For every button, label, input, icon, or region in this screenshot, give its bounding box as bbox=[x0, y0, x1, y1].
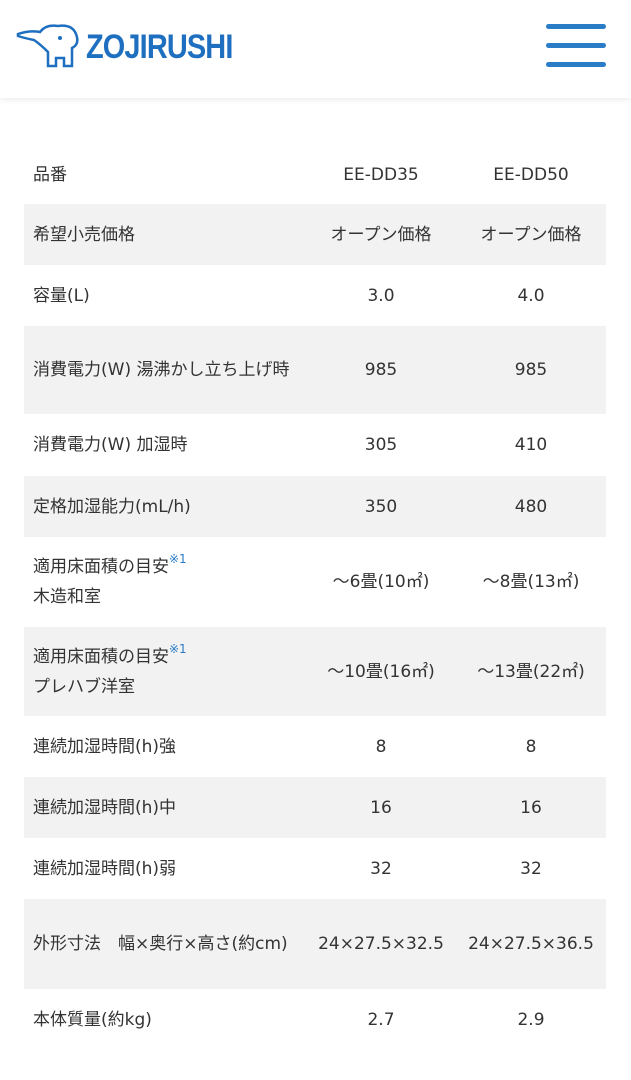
spec-label-cell: 消費電力(W) 加湿時 bbox=[24, 414, 306, 476]
footnote-link[interactable]: ※1 bbox=[169, 552, 187, 566]
footnote-link[interactable]: ※1 bbox=[169, 641, 187, 656]
spec-label-cell: 定格加湿能力(mL/h) bbox=[24, 476, 306, 537]
value-ee-dd35: 〜10畳(16㎡) bbox=[306, 627, 456, 716]
spec-label: 本体質量(約kg) bbox=[33, 1009, 152, 1030]
value-ee-dd50: 〜8畳(13㎡) bbox=[482, 572, 580, 592]
spec-label-cell: 消費電力(W) 湯沸かし立ち上げ時 bbox=[24, 326, 306, 414]
spec-row: 連続加湿時間(h)強 8 8 bbox=[24, 716, 606, 777]
value-ee-dd35: オープン価格 bbox=[306, 204, 456, 265]
spec-table: 品番 EE-DD35 EE-DD50 希望小売価格 オープン価格 オープン価格 容量… bbox=[24, 145, 606, 1050]
value-ee-dd50: 4.0 bbox=[517, 285, 545, 306]
spec-label: 適用床面積の目安 bbox=[33, 646, 169, 667]
spec-row: 希望小売価格 オープン価格 オープン価格 bbox=[24, 204, 606, 265]
value-ee-dd35: 16 bbox=[306, 777, 456, 838]
value-ee-dd50: 985 bbox=[456, 326, 606, 414]
value-ee-dd35: 305 bbox=[364, 435, 398, 455]
value-ee-dd50: 24×27.5×36.5 bbox=[456, 899, 606, 989]
spec-row: 本体質量(約kg) 2.7 2.9 bbox=[24, 989, 606, 1050]
spec-label: 希望小売価格 bbox=[33, 224, 135, 245]
elephant-icon bbox=[16, 24, 79, 68]
spec-label-cell: 本体質量(約kg) bbox=[24, 989, 306, 1050]
spec-row: 連続加湿時間(h)弱 32 32 bbox=[24, 838, 606, 899]
spec-row: 消費電力(W) 湯沸かし立ち上げ時 985 985 bbox=[24, 326, 606, 414]
value-ee-dd35: 350 bbox=[306, 476, 456, 537]
spec-label: 消費電力(W) 加湿時 bbox=[33, 435, 188, 455]
spec-row: 外形寸法 幅×奥行×高さ(約cm) 24×27.5×32.5 24×27.5×3… bbox=[24, 899, 606, 989]
spec-label: 適用床面積の目安 bbox=[33, 557, 169, 577]
value-ee-dd50: 8 bbox=[525, 736, 537, 757]
spec-row: 消費電力(W) 加湿時 305 410 bbox=[24, 414, 606, 476]
spec-label-cell: 連続加湿時間(h)中 bbox=[24, 777, 306, 838]
site-header: ZOJIRUSHI bbox=[0, 0, 631, 98]
spec-row: 連続加湿時間(h)中 16 16 bbox=[24, 777, 606, 838]
spec-sublabel: プレハブ洋室 bbox=[33, 676, 135, 697]
spec-label: 容量(L) bbox=[33, 285, 90, 306]
value-ee-dd35: 2.7 bbox=[367, 1009, 395, 1030]
spec-row: 容量(L) 3.0 4.0 bbox=[24, 265, 606, 326]
spec-row: 適用床面積の目安※1 プレハブ洋室 〜10畳(16㎡) 〜13畳(22㎡) bbox=[24, 627, 606, 716]
spec-label: 連続加湿時間(h)中 bbox=[33, 797, 177, 818]
spec-row: 適用床面積の目安※1 木造和室 〜6畳(10㎡) 〜8畳(13㎡) bbox=[24, 537, 606, 627]
value-ee-dd50: 2.9 bbox=[517, 1009, 545, 1030]
spec-label-cell: 容量(L) bbox=[24, 265, 306, 326]
spec-label: 外形寸法 幅×奥行×高さ(約cm) bbox=[33, 934, 288, 954]
spec-label-cell: 連続加湿時間(h)弱 bbox=[24, 838, 306, 899]
spec-label: 品番 bbox=[33, 164, 67, 185]
spec-label-cell: 外形寸法 幅×奥行×高さ(約cm) bbox=[24, 899, 306, 989]
value-ee-dd50: オープン価格 bbox=[456, 204, 606, 265]
value-ee-dd50: 410 bbox=[514, 435, 548, 455]
value-ee-dd50: 〜13畳(22㎡) bbox=[456, 627, 606, 716]
spec-label: 連続加湿時間(h)強 bbox=[33, 736, 177, 757]
spec-label-cell: 連続加湿時間(h)強 bbox=[24, 716, 306, 777]
spec-label-cell: 適用床面積の目安※1 プレハブ洋室 bbox=[24, 627, 306, 716]
spec-label-cell: 希望小売価格 bbox=[24, 204, 306, 265]
value-ee-dd50: 16 bbox=[456, 777, 606, 838]
value-ee-dd35: 8 bbox=[375, 736, 387, 757]
spec-sublabel: 木造和室 bbox=[33, 587, 101, 607]
value-ee-dd50: 32 bbox=[520, 858, 542, 879]
spec-row: 品番 EE-DD35 EE-DD50 bbox=[24, 145, 606, 204]
spec-label: 連続加湿時間(h)弱 bbox=[33, 858, 177, 879]
spec-label: 消費電力(W) 湯沸かし立ち上げ時 bbox=[33, 360, 290, 380]
spec-label-cell: 品番 bbox=[24, 145, 306, 204]
logo-text: ZOJIRUSHI bbox=[86, 27, 233, 66]
zojirushi-logo[interactable]: ZOJIRUSHI bbox=[16, 22, 258, 72]
value-ee-dd50: 480 bbox=[456, 476, 606, 537]
value-ee-dd35: 32 bbox=[370, 858, 392, 879]
value-ee-dd35: EE-DD35 bbox=[343, 164, 419, 185]
spec-label-cell: 適用床面積の目安※1 木造和室 bbox=[24, 537, 306, 627]
value-ee-dd35: 24×27.5×32.5 bbox=[306, 899, 456, 989]
value-ee-dd50: EE-DD50 bbox=[493, 164, 569, 185]
hamburger-menu-button[interactable] bbox=[546, 24, 606, 68]
value-ee-dd35: 〜6畳(10㎡) bbox=[332, 572, 430, 592]
value-ee-dd35: 985 bbox=[306, 326, 456, 414]
value-ee-dd35: 3.0 bbox=[367, 285, 395, 306]
spec-row: 定格加湿能力(mL/h) 350 480 bbox=[24, 476, 606, 537]
spec-label: 定格加湿能力(mL/h) bbox=[33, 496, 191, 517]
